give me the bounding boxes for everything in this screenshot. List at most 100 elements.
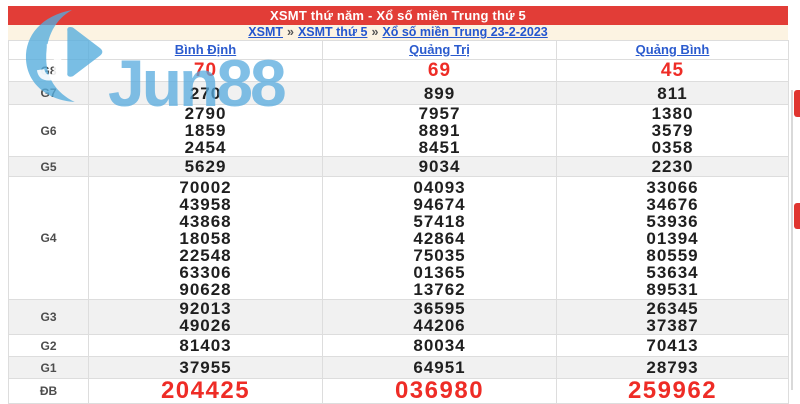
result-number: 53634 xyxy=(646,262,699,282)
result-cell: 45 xyxy=(556,59,789,82)
result-cell: 80034 xyxy=(322,334,557,357)
prize-row-g7: G7 270 899 811 xyxy=(8,81,789,105)
result-number: 259962 xyxy=(627,377,718,404)
result-number: 33066 xyxy=(646,177,699,197)
result-number: 49026 xyxy=(179,316,232,335)
result-cell: 2790 1859 2454 xyxy=(88,104,323,157)
result-number: 43958 xyxy=(179,194,232,214)
result-cell: 36595 44206 xyxy=(322,299,557,335)
lottery-results-table: Bình Định Quảng Trị Quảng Bình G8 70 69 … xyxy=(8,40,789,404)
result-number: 75035 xyxy=(413,245,466,265)
page-title: XSMT thứ năm - Xổ số miền Trung thứ 5 xyxy=(8,6,788,25)
result-cell: 33066 34676 53936 01394 80559 53634 8953… xyxy=(556,176,789,300)
result-number: 81403 xyxy=(179,336,232,355)
result-number: 43868 xyxy=(179,211,232,231)
prize-label: G5 xyxy=(8,156,89,177)
result-number: 69 xyxy=(427,60,452,81)
result-cell: 899 xyxy=(322,81,557,105)
result-number: 18058 xyxy=(179,228,232,248)
result-number: 01365 xyxy=(413,262,466,282)
result-number: 94674 xyxy=(413,194,466,214)
prize-label: G1 xyxy=(8,356,89,379)
result-number: 70002 xyxy=(179,177,232,197)
result-number: 36595 xyxy=(413,299,466,318)
result-number: 92013 xyxy=(179,299,232,318)
result-number: 0358 xyxy=(651,138,694,157)
result-cell: 64951 xyxy=(322,356,557,379)
breadcrumb-separator: » xyxy=(287,25,294,39)
content-area: XSMT thứ năm - Xổ số miền Trung thứ 5 XS… xyxy=(8,6,789,404)
result-number: 70 xyxy=(193,60,218,81)
result-number: 2454 xyxy=(184,138,227,157)
prize-label: G4 xyxy=(8,176,89,300)
result-number: 1380 xyxy=(651,104,694,123)
result-cell: 81403 xyxy=(88,334,323,357)
result-cell: 2230 xyxy=(556,156,789,177)
result-number: 8451 xyxy=(418,138,461,157)
result-number: 80034 xyxy=(413,336,466,355)
result-number: 04093 xyxy=(413,177,466,197)
result-number: 036980 xyxy=(394,377,485,404)
prize-row-g8: G8 70 69 45 xyxy=(8,59,789,82)
result-number: 204425 xyxy=(160,377,251,404)
prize-row-g5: G5 5629 9034 2230 xyxy=(8,156,789,177)
prize-label: G7 xyxy=(8,81,89,105)
result-number: 53936 xyxy=(646,211,699,231)
result-number: 34676 xyxy=(646,194,699,214)
result-cell: 5629 xyxy=(88,156,323,177)
table-header-row: Bình Định Quảng Trị Quảng Bình xyxy=(8,40,789,60)
result-number: 45 xyxy=(660,60,685,81)
result-number: 80559 xyxy=(646,245,699,265)
result-cell: 1380 3579 0358 xyxy=(556,104,789,157)
breadcrumb-link-current-draw[interactable]: Xổ số miền Trung 23-2-2023 xyxy=(382,25,548,39)
result-number: 22548 xyxy=(179,245,232,265)
province-link-quang-binh[interactable]: Quảng Bình xyxy=(635,42,710,57)
prize-label: G2 xyxy=(8,334,89,357)
result-number: 42864 xyxy=(413,228,466,248)
result-cell: 92013 49026 xyxy=(88,299,323,335)
prize-row-g1: G1 37955 64951 28793 xyxy=(8,356,789,379)
breadcrumb-link-xsmt[interactable]: XSMT xyxy=(248,25,283,39)
province-link-binh-dinh[interactable]: Bình Định xyxy=(174,42,237,57)
prize-row-g4: G4 70002 43958 43868 18058 22548 63306 9… xyxy=(8,176,789,300)
result-number: 90628 xyxy=(179,279,232,299)
result-number: 1859 xyxy=(184,121,227,140)
result-cell: 70002 43958 43868 18058 22548 63306 9062… xyxy=(88,176,323,300)
breadcrumb-link-xsmt-thu-5[interactable]: XSMT thứ 5 xyxy=(297,25,368,39)
breadcrumb: XSMT» XSMT thứ 5» Xổ số miền Trung 23-2-20… xyxy=(8,25,788,40)
result-number: 64951 xyxy=(413,358,466,377)
result-number: 37387 xyxy=(646,316,699,335)
result-cell: 69 xyxy=(322,59,557,82)
result-number: 9034 xyxy=(418,157,461,176)
result-number: 7957 xyxy=(418,104,461,123)
prize-row-g3: G3 92013 49026 36595 44206 26345 37387 xyxy=(8,299,789,335)
result-number: 01394 xyxy=(646,228,699,248)
breadcrumb-separator: » xyxy=(371,25,379,39)
prize-row-g2: G2 81403 80034 70413 xyxy=(8,334,789,357)
prize-row-g6: G6 2790 1859 2454 7957 8891 8451 1380 35… xyxy=(8,104,789,157)
result-number: 8891 xyxy=(418,121,461,140)
corner-cell xyxy=(8,40,89,60)
result-number: 811 xyxy=(657,83,688,103)
edge-widget-bottom[interactable] xyxy=(794,203,800,229)
result-number: 2790 xyxy=(184,104,227,123)
result-number: 89531 xyxy=(646,279,699,299)
result-number: 270 xyxy=(189,83,222,103)
prize-label: G6 xyxy=(8,104,89,157)
result-number: 899 xyxy=(423,83,456,103)
result-number: 70413 xyxy=(646,336,699,355)
result-number: 13762 xyxy=(413,279,466,299)
prize-label: G3 xyxy=(8,299,89,335)
column-header-quang-binh: Quảng Bình xyxy=(556,40,789,60)
result-number: 37955 xyxy=(179,358,232,377)
result-cell: 04093 94674 57418 42864 75035 01365 1376… xyxy=(322,176,557,300)
result-number: 28793 xyxy=(646,358,699,377)
result-number: 3579 xyxy=(651,121,694,140)
province-link-quang-tri[interactable]: Quảng Trị xyxy=(409,42,470,57)
edge-widget-top[interactable] xyxy=(794,90,800,117)
result-number: 26345 xyxy=(646,299,699,318)
result-number: 2230 xyxy=(651,157,694,176)
result-number: 63306 xyxy=(179,262,232,282)
column-header-binh-dinh: Bình Định xyxy=(88,40,323,60)
result-number: 5629 xyxy=(184,157,227,176)
